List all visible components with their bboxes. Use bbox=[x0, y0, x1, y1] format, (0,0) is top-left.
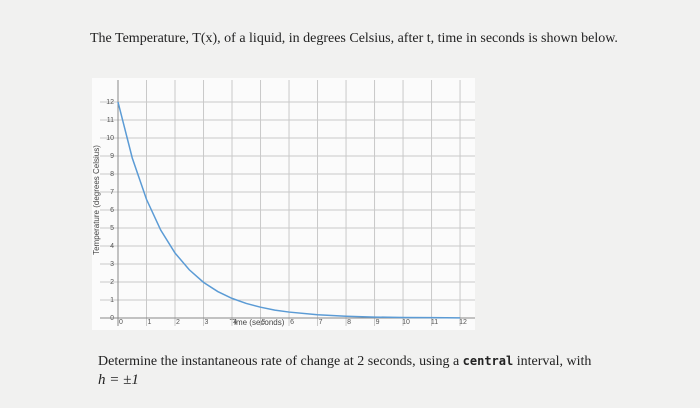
y-tick-label: 5 bbox=[110, 225, 114, 232]
x-tick-label: 1 bbox=[148, 319, 152, 326]
question-after: interval, with bbox=[513, 354, 592, 369]
question-formula: h = ±1 bbox=[98, 372, 139, 388]
x-tick-label: 5 bbox=[262, 319, 266, 326]
y-tick-label: 3 bbox=[110, 261, 114, 268]
y-tick-label: 7 bbox=[110, 189, 114, 196]
x-tick-label: 11 bbox=[431, 319, 438, 326]
header-text: The Temperature, T(x), of a liquid, in d… bbox=[90, 31, 618, 46]
y-tick-label: 12 bbox=[106, 99, 114, 106]
y-tick-label: 11 bbox=[107, 117, 114, 124]
x-tick-label: 4 bbox=[233, 319, 237, 326]
x-tick-label: 12 bbox=[459, 319, 467, 326]
y-tick-label: 9 bbox=[110, 153, 114, 160]
question-before: Determine the instantaneous rate of chan… bbox=[98, 354, 463, 369]
x-tick-label: 10 bbox=[402, 319, 410, 326]
x-tick-label: 9 bbox=[376, 319, 380, 326]
y-tick-label: 4 bbox=[110, 243, 114, 250]
line-series bbox=[117, 101, 461, 319]
y-axis-title: Temperature (degrees Celsius) bbox=[92, 145, 101, 255]
question-text: Determine the instantaneous rate of chan… bbox=[98, 352, 658, 371]
x-tick-label: 6 bbox=[290, 319, 294, 326]
y-tick-label: 1 bbox=[110, 297, 114, 304]
y-tick-label: 8 bbox=[110, 171, 114, 178]
y-tick-label: 2 bbox=[110, 279, 114, 286]
y-tick-label: 6 bbox=[110, 207, 114, 214]
x-axis-title: Time (seconds) bbox=[230, 318, 285, 327]
y-tick-label: 10 bbox=[106, 135, 114, 142]
x-tick-label: 2 bbox=[176, 319, 180, 326]
x-tick-label: 3 bbox=[205, 319, 209, 326]
x-tick-label: 0 bbox=[119, 319, 123, 326]
x-tick-label: 7 bbox=[319, 319, 323, 326]
x-tick-label: 8 bbox=[347, 319, 351, 326]
question-emphasis: central bbox=[462, 354, 514, 368]
